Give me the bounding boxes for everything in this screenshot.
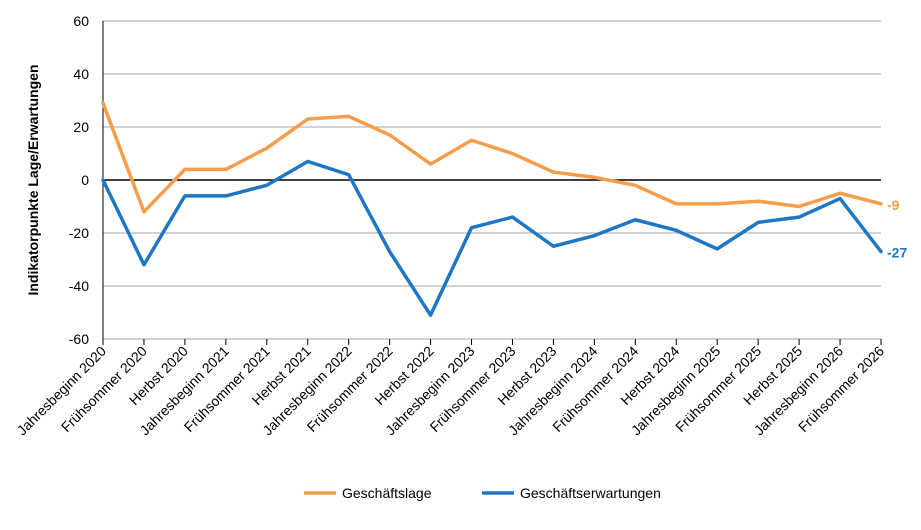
data-point <box>429 313 433 317</box>
data-point <box>879 202 883 206</box>
data-point <box>797 205 801 208</box>
y-axis-label: Indikatorpunkte Lage/Erwartungen <box>25 64 41 295</box>
data-point <box>183 194 187 198</box>
y-tick-label: 60 <box>73 13 89 29</box>
data-point <box>797 215 801 219</box>
data-point <box>715 247 719 251</box>
data-point <box>142 210 146 214</box>
data-point <box>306 159 310 163</box>
data-point <box>306 117 310 121</box>
y-tick-labels: -60 -40 -20 0 20 40 60 <box>69 13 89 347</box>
data-point <box>183 167 187 171</box>
gridlines <box>102 20 881 340</box>
data-point <box>633 218 637 222</box>
end-label-0: -9 <box>887 197 900 213</box>
end-label-1: -27 <box>887 245 907 261</box>
data-point <box>756 199 760 203</box>
data-point <box>510 152 514 155</box>
data-point <box>470 138 474 142</box>
data-point <box>347 114 351 118</box>
data-point <box>551 244 555 248</box>
data-point <box>715 202 719 206</box>
series-line-1 <box>101 159 883 317</box>
data-point <box>224 194 228 198</box>
data-point <box>838 197 842 201</box>
data-point <box>551 170 555 174</box>
y-tick-label: -40 <box>69 278 89 294</box>
end-labels: -9 -27 <box>887 197 907 261</box>
data-point <box>347 173 351 177</box>
data-point <box>470 226 474 230</box>
data-point <box>429 162 433 166</box>
y-tick-label: -60 <box>69 331 89 347</box>
y-tick-label: -20 <box>69 225 89 241</box>
data-point <box>879 250 883 254</box>
data-point <box>674 202 678 206</box>
data-point <box>224 167 228 171</box>
legend: Geschäftslage Geschäftserwartungen <box>304 485 661 501</box>
data-point <box>633 183 637 187</box>
y-tick-label: 40 <box>73 66 89 82</box>
series-lines <box>101 101 883 317</box>
data-point <box>101 178 105 182</box>
data-point <box>674 228 678 232</box>
legend-label-1: Geschäftserwartungen <box>520 485 661 501</box>
data-point <box>265 183 269 187</box>
data-point <box>592 175 596 179</box>
data-point <box>101 101 105 105</box>
legend-label-0: Geschäftslage <box>342 485 432 501</box>
data-point <box>838 191 842 195</box>
data-point <box>142 263 146 267</box>
data-point <box>265 146 269 150</box>
y-tick-label: 20 <box>73 119 89 135</box>
data-point <box>756 220 760 224</box>
data-point <box>388 250 392 254</box>
data-point <box>592 234 596 238</box>
series-line-0 <box>101 101 883 214</box>
data-point <box>510 215 514 219</box>
data-point <box>388 133 392 137</box>
y-tick-label: 0 <box>81 172 89 188</box>
